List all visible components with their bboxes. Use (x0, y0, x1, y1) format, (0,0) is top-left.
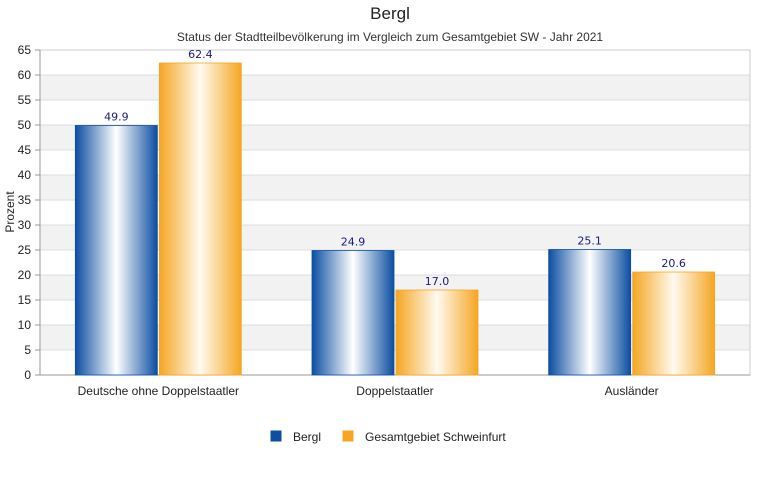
data-label: 20.6 (661, 257, 686, 270)
legend-label: Bergl (293, 430, 321, 444)
data-label: 17.0 (425, 275, 450, 288)
bar-schweinfurt (632, 271, 716, 376)
y-tick-label: 15 (18, 293, 32, 307)
x-axis-ticks: Deutsche ohne Doppelstaatler Doppelstaatl… (78, 384, 659, 398)
legend-swatch (342, 430, 354, 442)
x-tick-label: Ausländer (605, 384, 659, 398)
bar-bergl (548, 249, 632, 376)
y-tick-label: 65 (18, 43, 32, 57)
data-label: 49.9 (104, 111, 129, 124)
y-tick-label: 45 (18, 143, 32, 157)
bar-schweinfurt (158, 62, 242, 376)
y-tick-label: 40 (18, 168, 32, 182)
data-labels-group: 49.9 62.4 24.9 17.0 25.1 20.6 (104, 48, 686, 288)
y-tick-label: 0 (24, 368, 31, 382)
data-label: 24.9 (341, 236, 366, 249)
y-tick-label: 25 (18, 243, 32, 257)
legend-label: Gesamtgebiet Schweinfurt (365, 430, 506, 444)
y-axis-label: Prozent (3, 191, 17, 233)
grid-bands (40, 75, 750, 350)
y-tick-label: 50 (18, 118, 32, 132)
x-tick-label: Deutsche ohne Doppelstaatler (78, 384, 239, 398)
bar-bergl (311, 250, 395, 376)
grid-band (40, 225, 750, 250)
y-tick-label: 10 (18, 318, 32, 332)
chart-title: Bergl (370, 4, 410, 23)
data-label: 25.1 (577, 235, 602, 248)
grid-lines (39, 49, 751, 376)
legend: Bergl Gesamtgebiet Schweinfurt (270, 430, 506, 444)
grid-band (40, 125, 750, 150)
grid-band (40, 325, 750, 350)
x-tick-label: Doppelstaatler (356, 384, 433, 398)
bar-bergl (74, 125, 158, 376)
grid-band (40, 75, 750, 100)
chart-subtitle: Status der Stadtteilbevölkerung im Vergl… (177, 30, 604, 44)
y-tick-label: 60 (18, 68, 32, 82)
grid-band (40, 175, 750, 200)
y-tick-label: 5 (24, 343, 31, 357)
y-tick-label: 35 (18, 193, 32, 207)
data-label: 62.4 (188, 48, 213, 61)
y-tick-label: 30 (18, 218, 32, 232)
y-axis-ticks: 0 5 10 15 20 25 30 35 40 45 50 55 60 65 (18, 43, 40, 382)
grid-band (40, 275, 750, 300)
y-tick-label: 55 (18, 93, 32, 107)
legend-swatch (270, 430, 282, 442)
y-tick-label: 20 (18, 268, 32, 282)
bars-group (74, 62, 716, 376)
bar-schweinfurt (395, 289, 479, 376)
